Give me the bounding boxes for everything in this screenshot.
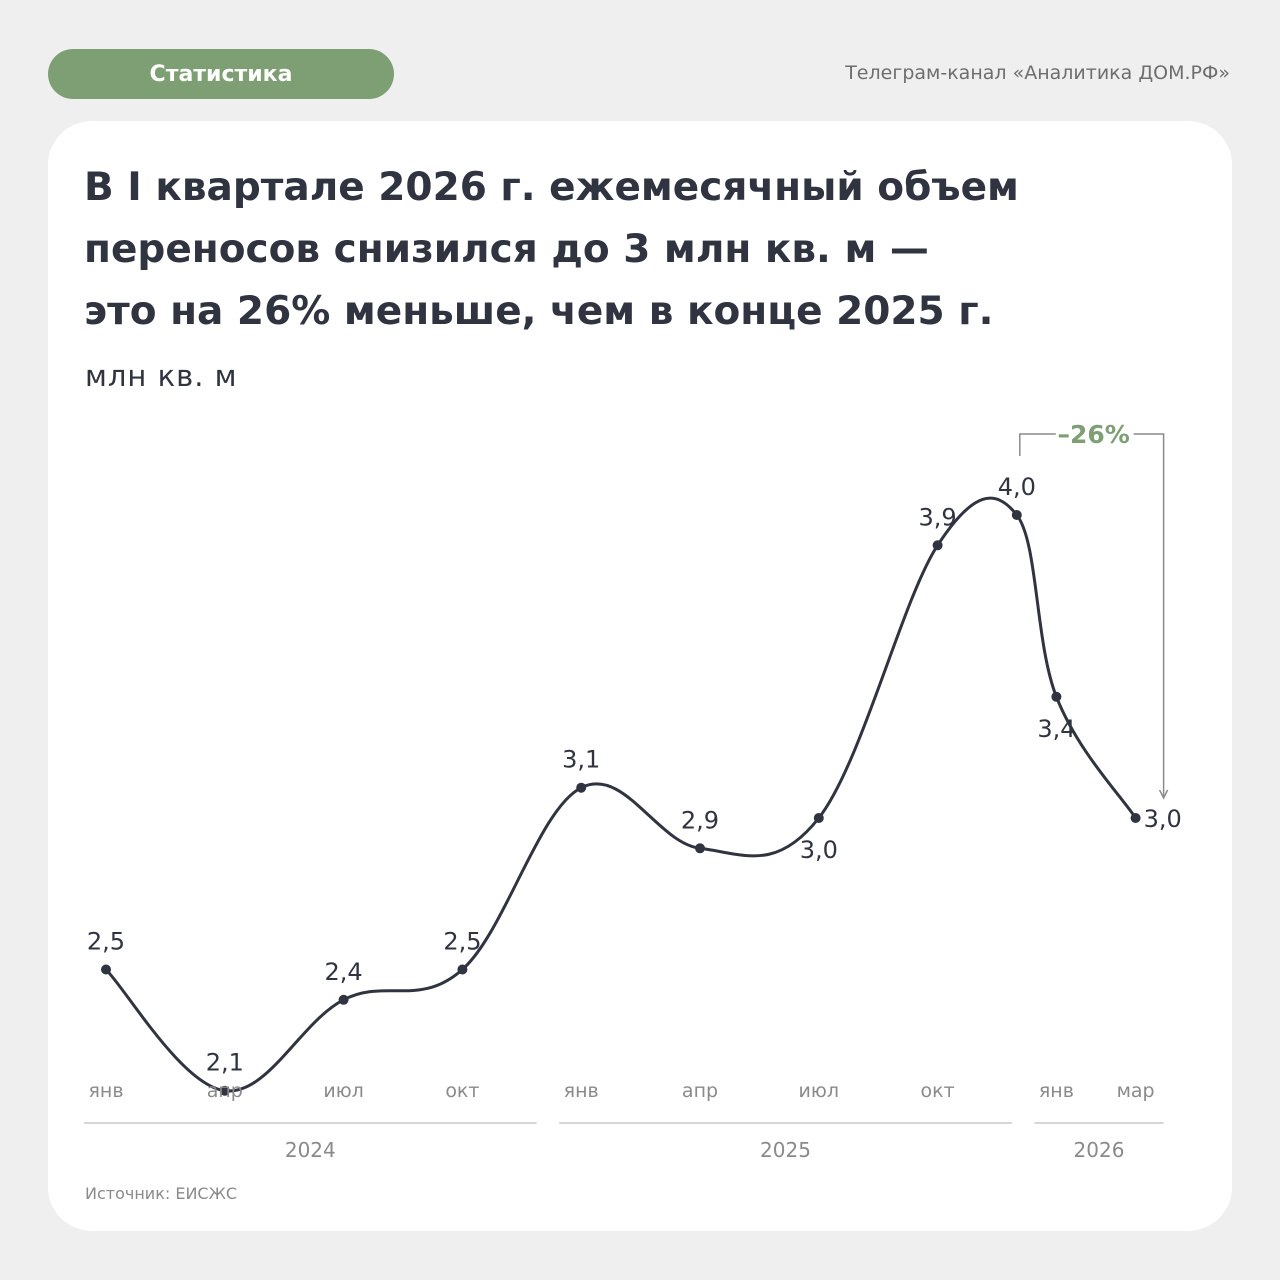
chart-title: В I квартале 2026 г. ежемесячный объем п… [84,165,1019,334]
year-label: 2025 [760,1138,811,1162]
data-point [1130,813,1141,823]
x-tick-label: мар [1117,1080,1155,1102]
x-tick-label: окт [445,1080,479,1102]
data-label: 3,1 [562,746,600,774]
data-label: 3,4 [1037,715,1075,743]
data-point [219,1085,230,1096]
year-label: 2024 [285,1138,336,1162]
annotation-label: –26% [1058,420,1130,449]
annotation-bracket-right [1133,433,1165,796]
annotation-arrowhead [1158,789,1169,800]
series-line [104,496,1138,1093]
x-tick-label: янв [88,1080,123,1102]
data-point [457,964,468,975]
source-note: Источник: ЕИСЖС [85,1184,237,1203]
chart-card: В I квартале 2026 г. ежемесячный объем п… [48,121,1232,1231]
channel-name: Телеграм-канал «Аналитика ДОМ.РФ» [845,62,1230,84]
x-tick-label: янв [1039,1080,1074,1102]
x-tick-label: апр [207,1080,243,1102]
y-unit-label: млн кв. м [85,359,238,393]
data-label: 2,4 [325,958,363,986]
year-label: 2026 [1074,1138,1125,1162]
data-point [338,994,349,1005]
data-label: 2,9 [681,806,719,834]
data-point [932,540,943,551]
data-label: 3,0 [1144,805,1182,833]
data-point [101,964,111,975]
x-tick-label: янв [564,1080,599,1102]
data-label: 3,0 [800,836,838,864]
x-tick-label: июл [323,1080,364,1102]
category-tag: Статистика [48,49,394,99]
data-label: 4,0 [998,473,1036,501]
data-label: 2,5 [87,928,125,956]
x-tick-label: июл [799,1080,840,1102]
x-tick-label: окт [921,1080,955,1102]
x-tick-label: апр [682,1080,718,1102]
data-point [695,843,705,854]
data-point [1051,691,1062,702]
data-label: 2,5 [443,928,481,956]
annotation-bracket-left [1019,433,1056,456]
data-point [813,813,824,823]
data-label: 3,9 [919,503,957,531]
line-chart: 2,5 2,1 2,4 2,5 3,1 2,9 3,0 3,9 4,0 3,4 3,0 янв апр и… [84,420,1182,1162]
data-point [576,782,587,793]
data-label: 2,1 [206,1049,244,1077]
data-point [1011,510,1022,520]
